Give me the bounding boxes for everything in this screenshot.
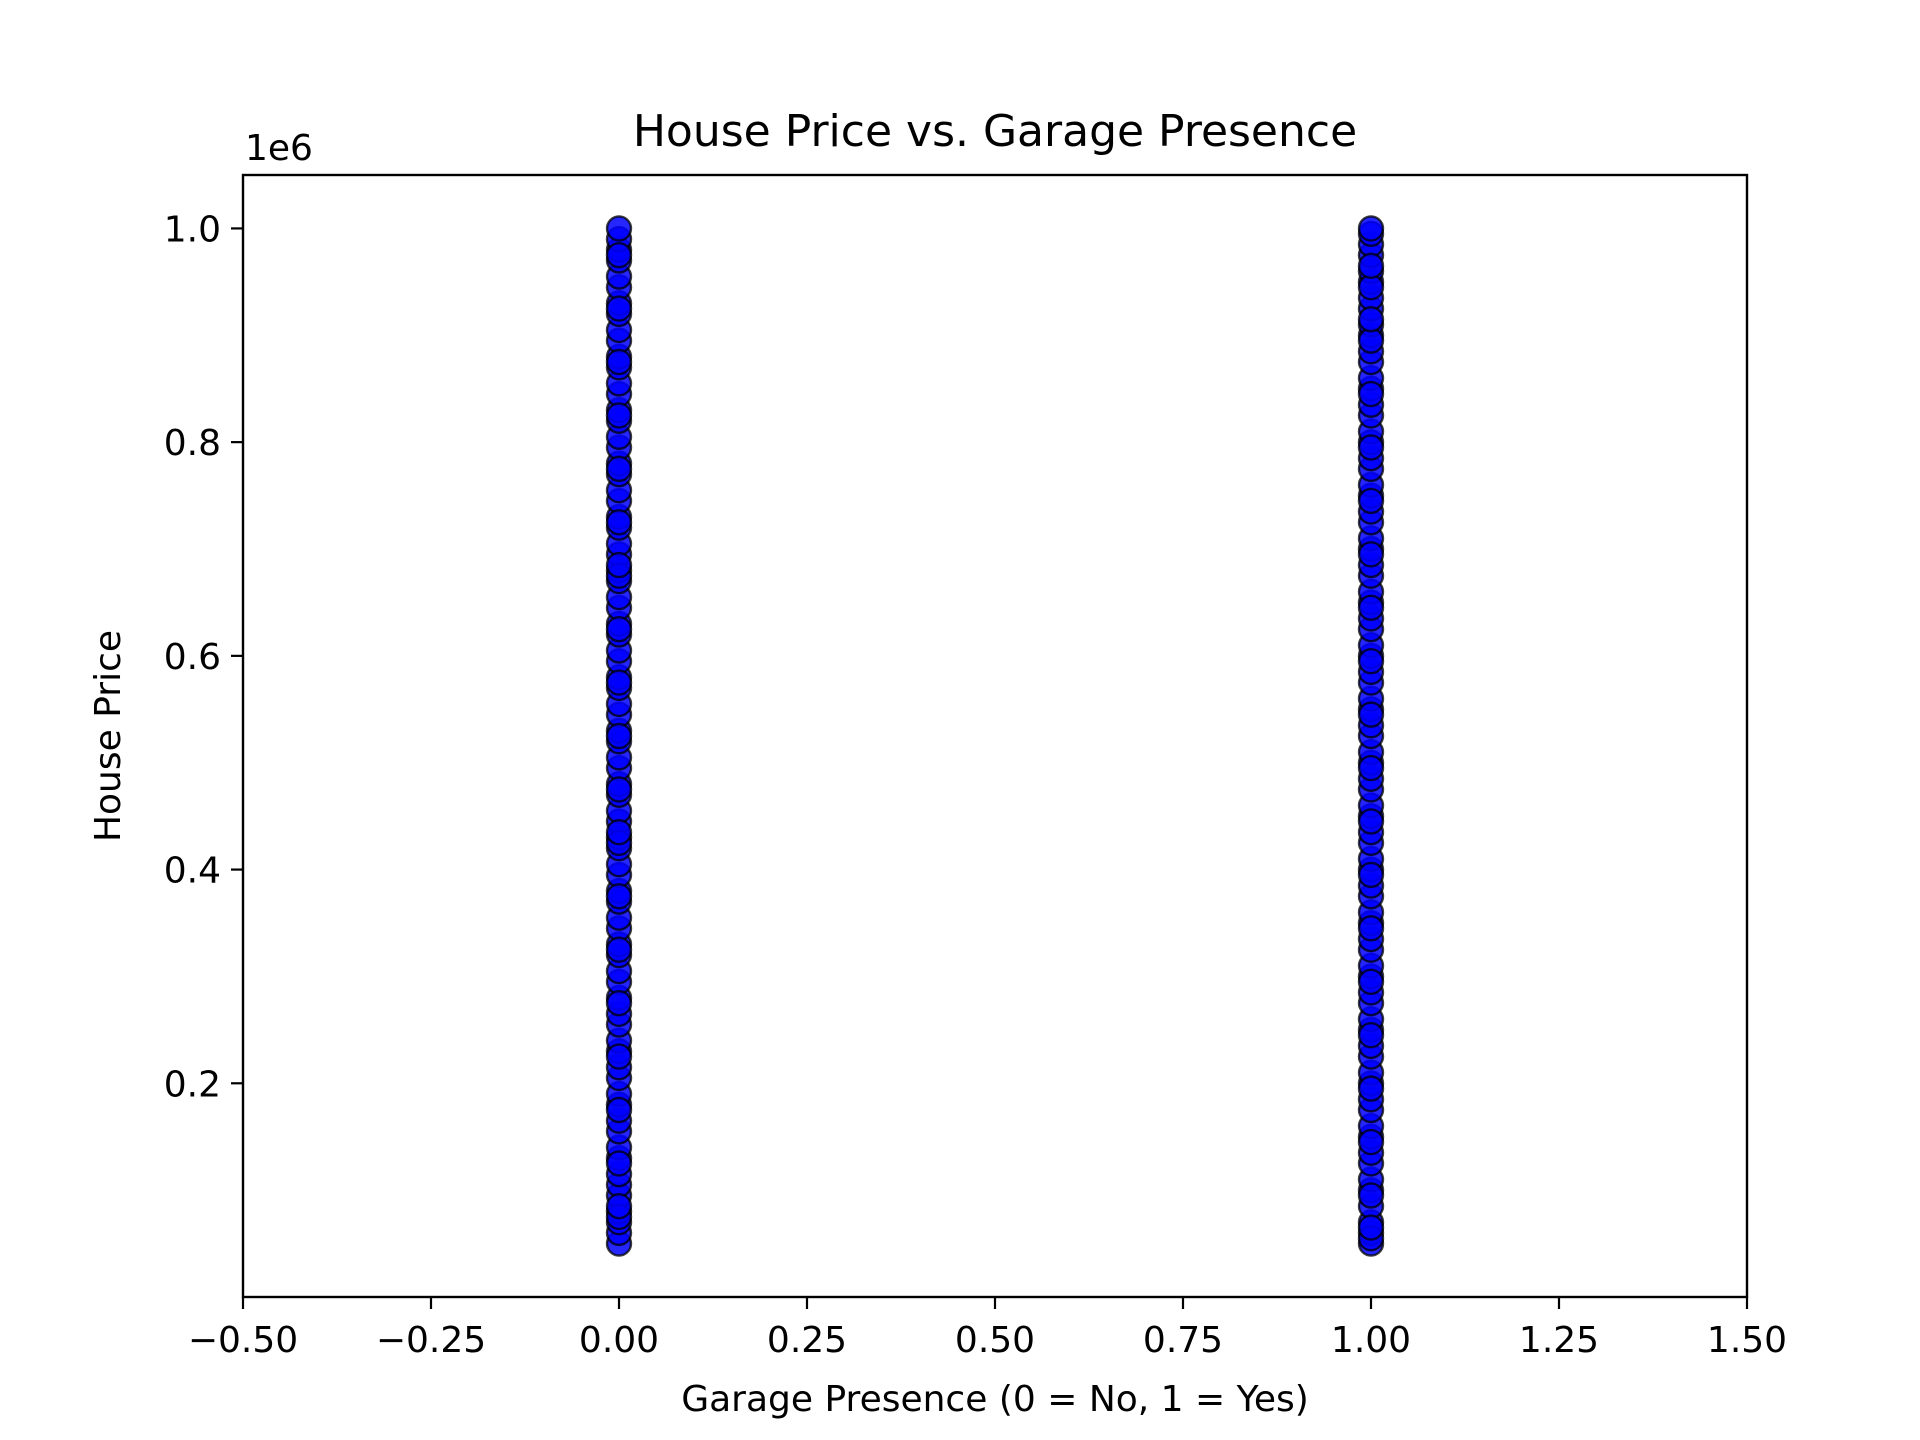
data-point [1357,306,1385,333]
data-point [1357,1075,1385,1102]
data-point [605,551,633,579]
data-point [605,215,633,242]
data-point [605,776,633,803]
data-point [1357,1021,1385,1049]
data-point [605,669,633,696]
data-point [1357,1182,1385,1209]
data-point [1357,808,1385,835]
data-point [605,818,633,846]
data-point [605,241,633,269]
data-point [605,615,633,643]
x-tick-label: 0.50 [955,1320,1035,1361]
y-axis-ticks: 0.2 0.4 0.6 0.8 1.0 [164,209,243,1105]
chart-title: House Price vs. Garage Presence [633,106,1357,157]
x-tick-label: −0.50 [188,1320,298,1361]
data-point [605,348,633,376]
data-point [605,1192,633,1220]
data-point [1357,594,1385,621]
data-point [1357,434,1385,461]
y-tick-label: 0.4 [164,851,221,892]
data-point [1357,487,1385,515]
x-axis-ticks: −0.50 −0.25 0.00 0.25 0.50 0.75 1.00 1.25 1.50 [188,1297,1787,1361]
data-point [605,455,633,483]
y-tick-label: 1.0 [164,209,221,250]
x-tick-label: 0.00 [579,1320,659,1361]
x-tick-label: 1.00 [1331,1320,1411,1361]
plot-area [243,175,1747,1297]
x-tick-label: 1.25 [1519,1320,1599,1361]
data-point [1357,541,1385,568]
y-tick-label: 0.8 [164,423,221,464]
data-point [605,989,633,1017]
y-axis-title: House Price [88,630,129,842]
data-point [605,509,633,536]
x-tick-label: 0.75 [1143,1320,1223,1361]
data-point [1357,648,1385,675]
data-point [1357,380,1385,408]
data-point [1357,215,1385,242]
y-axis-offset-label: 1e6 [245,128,313,169]
data-point [1357,968,1385,995]
data-point [605,402,633,429]
data-point [1357,701,1385,728]
data-point [1357,861,1385,889]
x-tick-label: −0.25 [376,1320,486,1361]
data-point [1357,252,1385,280]
data-point [605,1096,633,1124]
data-point [605,936,633,963]
data-point [1357,915,1385,942]
data-point [605,1043,633,1070]
data-point [605,722,633,750]
data-point [605,1150,633,1177]
y-tick-label: 0.6 [164,637,221,678]
x-axis-title: Garage Presence (0 = No, 1 = Yes) [681,1379,1309,1420]
data-point [605,883,633,910]
data-points [605,215,1385,1257]
data-point [1357,1128,1385,1156]
data-point [1357,754,1385,782]
x-tick-label: 0.25 [767,1320,847,1361]
x-tick-label: 1.50 [1707,1320,1787,1361]
y-tick-label: 0.2 [164,1064,221,1105]
data-point [605,295,633,322]
data-point [1357,1214,1385,1241]
